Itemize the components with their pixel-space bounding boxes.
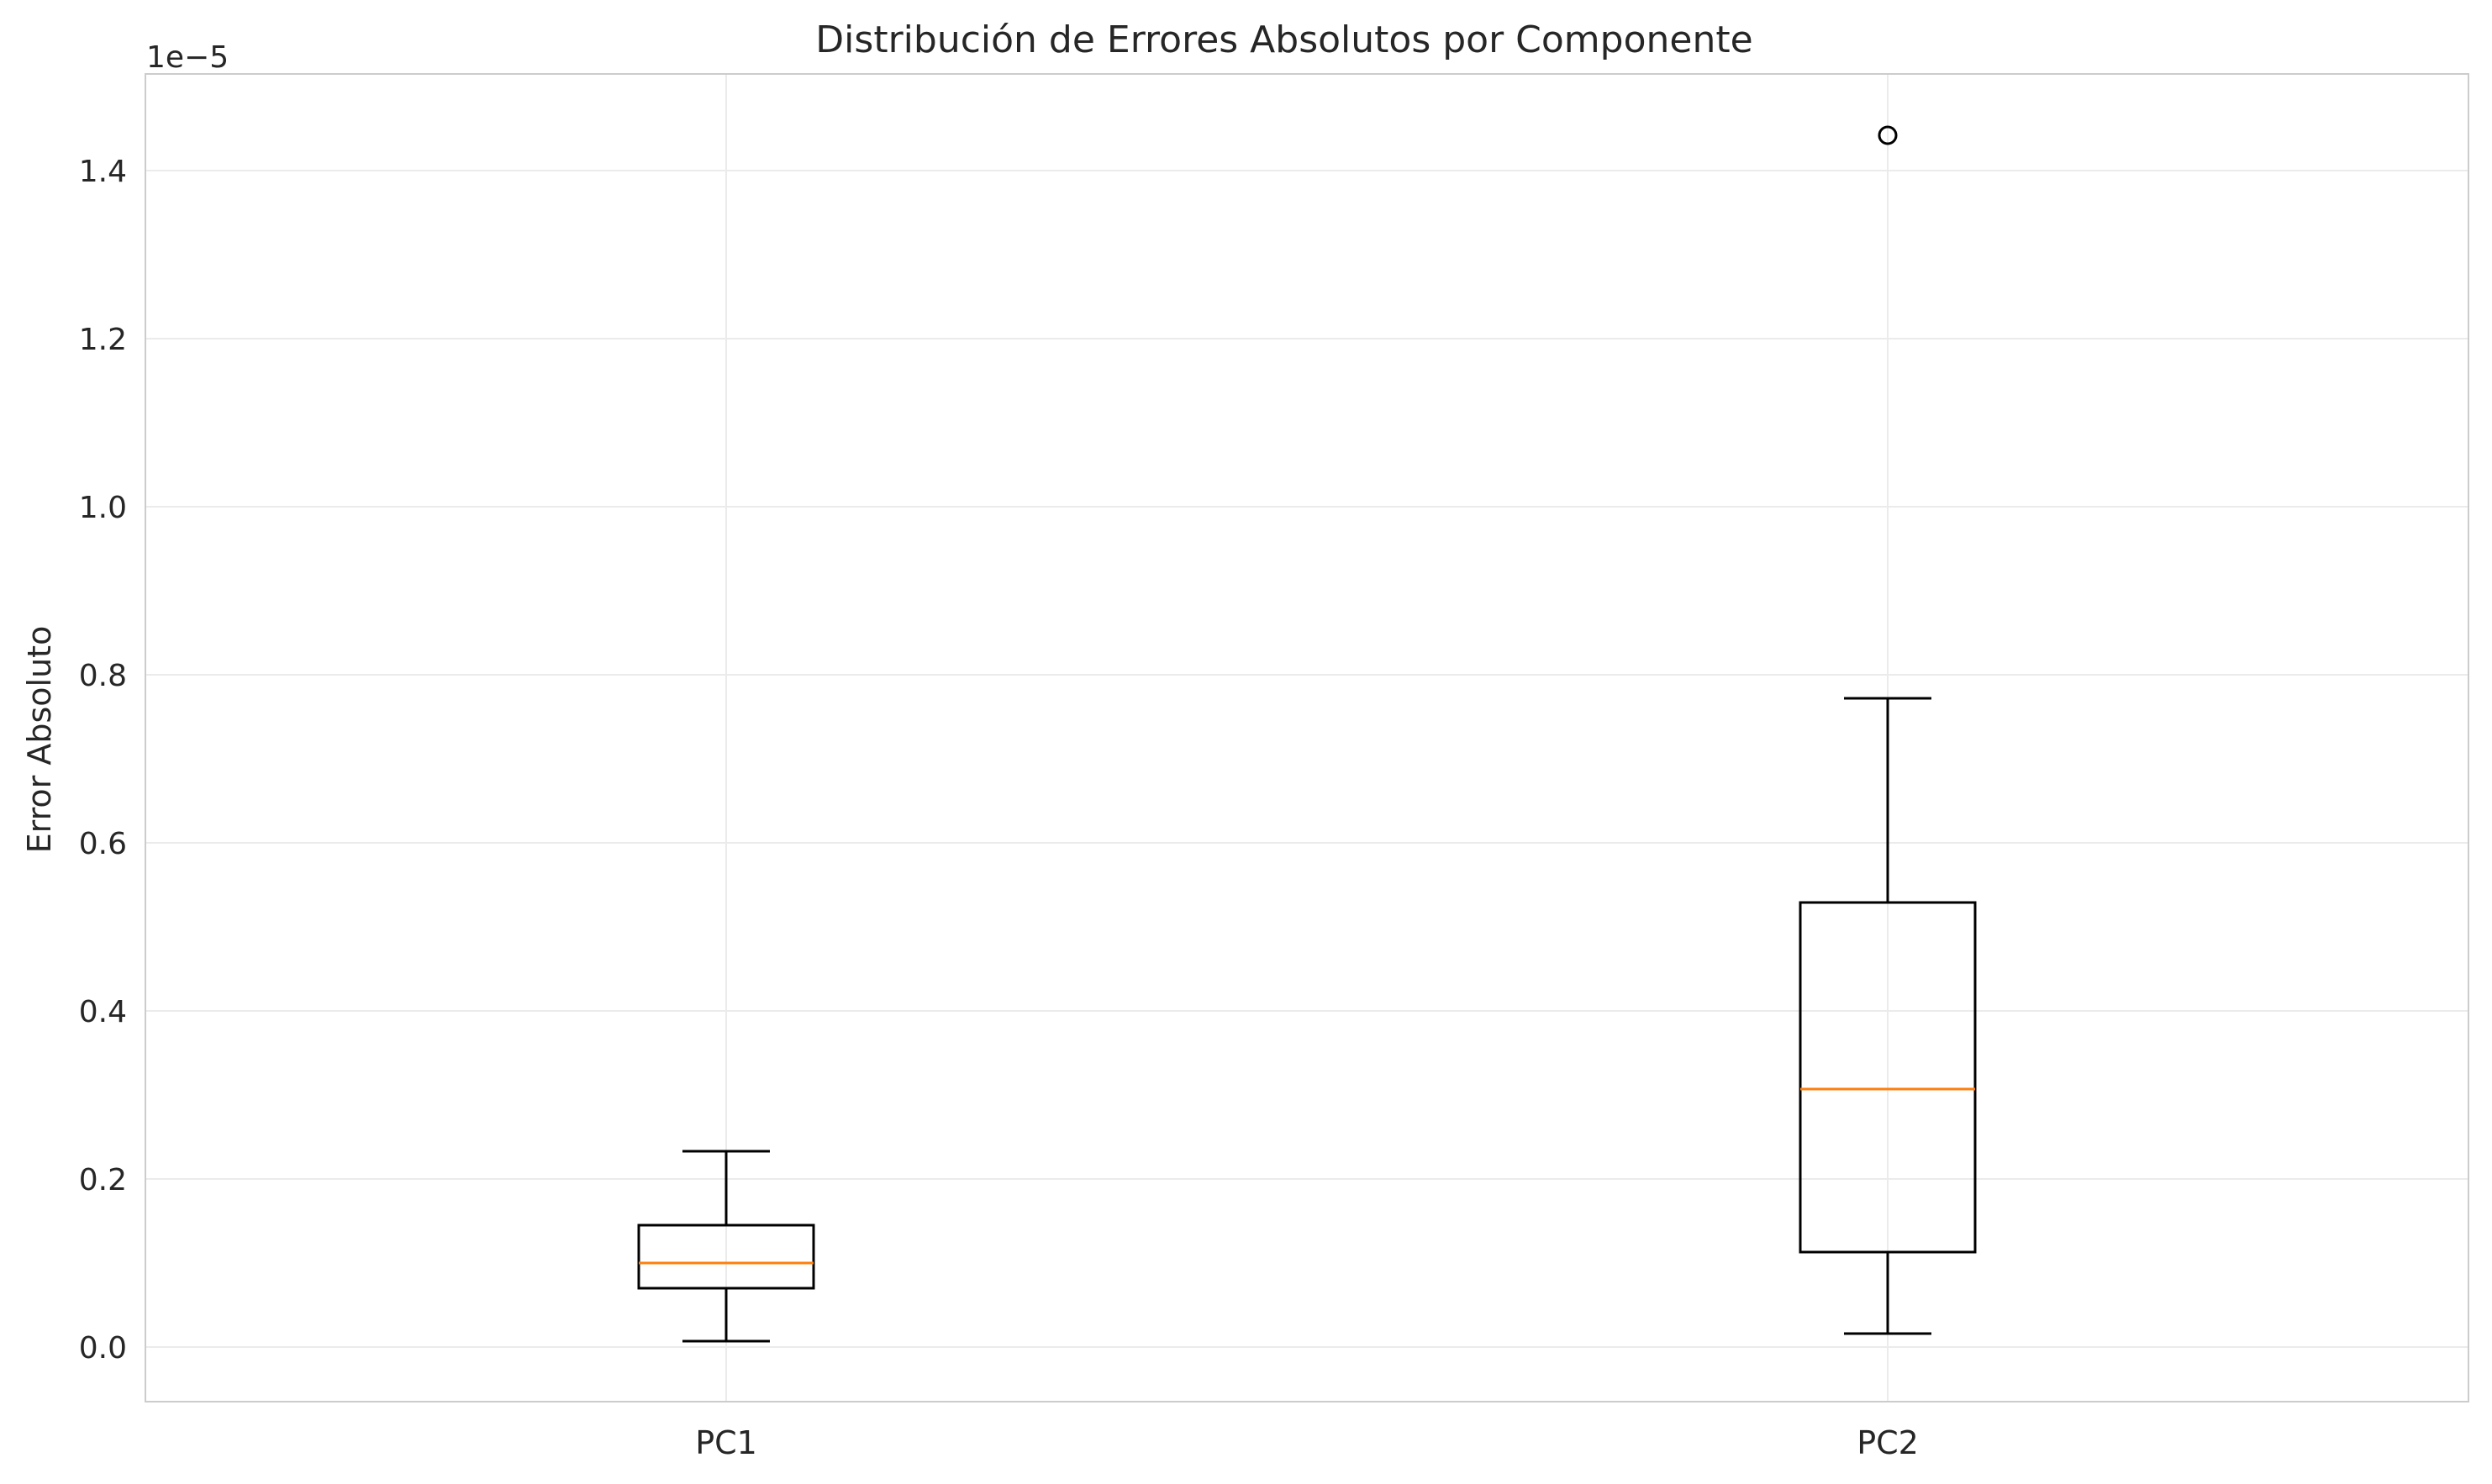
iqr-box xyxy=(1799,901,1977,1254)
iqr-box xyxy=(637,1224,815,1290)
chart-title: Distribución de Errores Absolutos por Co… xyxy=(815,18,1752,61)
y-tick-label: 1.0 xyxy=(79,491,127,525)
y-tick-label: 0.0 xyxy=(79,1331,127,1366)
outlier-point xyxy=(1878,125,1898,145)
y-tick-label: 0.6 xyxy=(79,827,127,861)
y-tick-label: 0.2 xyxy=(79,1163,127,1197)
box-plots xyxy=(637,125,1977,1343)
x-tick-label: PC2 xyxy=(1857,1424,1919,1461)
y-tick-label: 1.4 xyxy=(79,155,127,189)
x-tick-labels: PC1 PC2 xyxy=(695,1424,1919,1461)
y-offset-label: 1e−5 xyxy=(146,40,229,75)
y-tick-label: 0.8 xyxy=(79,659,127,693)
y-tick-labels: 0.0 0.2 0.4 0.6 0.8 1.0 1.2 1.4 xyxy=(79,155,127,1366)
x-tick-label: PC1 xyxy=(695,1424,757,1461)
gridlines xyxy=(145,74,2468,1402)
plot-frame xyxy=(145,73,2469,1402)
y-tick-label: 1.2 xyxy=(79,323,127,357)
y-tick-label: 0.4 xyxy=(79,995,127,1029)
y-axis-label: Error Absoluto xyxy=(21,626,58,854)
